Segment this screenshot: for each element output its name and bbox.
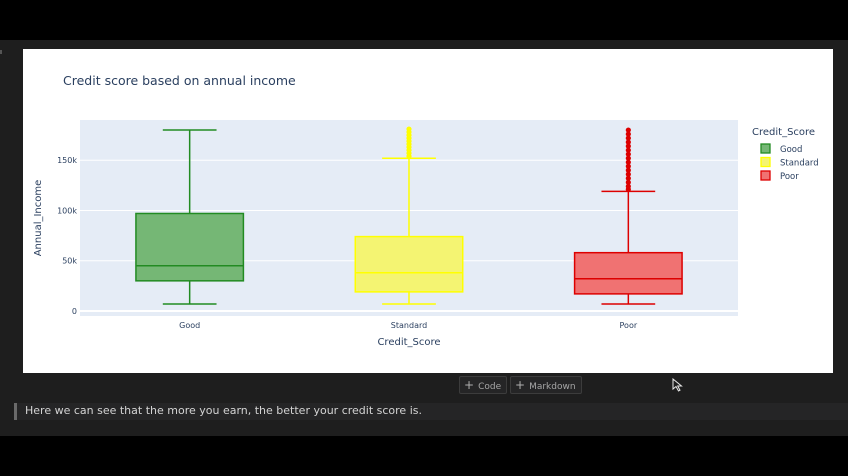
legend-title: Credit_Score (752, 127, 815, 138)
plus-icon: + (464, 378, 475, 392)
outlier-point (625, 167, 631, 173)
outlier-point (625, 139, 631, 145)
outlier-point (625, 159, 631, 165)
outlier-point (625, 151, 631, 157)
outlier-point (625, 147, 631, 153)
legend-swatch-good (760, 143, 771, 154)
add-code-button[interactable]: + Code (459, 376, 508, 394)
cell-gutter-mark (0, 50, 2, 54)
legend-label-standard: Standard (780, 159, 819, 169)
outlier-point (406, 126, 412, 132)
outlier-point (625, 175, 631, 181)
add-cell-toolbar: + Code + Markdown (0, 376, 848, 394)
add-code-label: Code (478, 382, 502, 392)
add-markdown-button[interactable]: + Markdown (510, 376, 582, 394)
x-tick-label: Standard (391, 321, 427, 330)
y-axis-title: Annual_Income (33, 180, 44, 257)
outlier-point (625, 131, 631, 137)
legend-label-poor: Poor (780, 172, 799, 182)
y-tick-label: 50k (62, 257, 77, 266)
legend-label-good: Good (780, 145, 802, 155)
x-tick-label: Poor (620, 321, 638, 330)
outlier-point (625, 155, 631, 161)
outlier-point (625, 127, 631, 133)
outlier-point (625, 163, 631, 169)
plot-output: 0 50k 100k 150k Good Standard Poor Credit scor… (23, 49, 833, 373)
markdown-text: Here we can see that the more you earn, … (25, 404, 422, 417)
x-axis-title: Credit_Score (377, 337, 440, 348)
mouse-cursor-icon (672, 378, 683, 392)
outlier-point (625, 171, 631, 177)
iqr-box (573, 251, 683, 295)
legend: Credit_Score Good Standard Poor (752, 127, 819, 182)
axis-tick-labels: 0 50k 100k 150k Good Standard Poor (57, 156, 638, 330)
outlier-point (625, 183, 631, 189)
box-standard (354, 126, 464, 305)
outlier-point (625, 179, 631, 185)
y-tick-label: 150k (57, 156, 77, 165)
legend-swatch-standard (760, 156, 771, 168)
add-markdown-label: Markdown (529, 382, 576, 392)
plus-icon: + (515, 378, 526, 392)
y-tick-label: 0 (72, 307, 77, 316)
chart-title: Credit score based on annual income (63, 73, 296, 88)
iqr-box (354, 235, 464, 293)
iqr-box (135, 212, 245, 282)
legend-swatch-poor (760, 170, 771, 181)
y-tick-label: 100k (57, 206, 77, 215)
outlier-point (625, 143, 631, 149)
x-tick-label: Good (179, 321, 200, 330)
box-plot: 0 50k 100k 150k Good Standard Poor Credit scor… (33, 73, 819, 348)
box-good (135, 129, 245, 305)
markdown-cell[interactable]: Here we can see that the more you earn, … (14, 403, 848, 420)
box-poor (573, 127, 683, 305)
boxes (135, 126, 683, 305)
cell-focus-bar (14, 403, 17, 420)
outlier-point (625, 135, 631, 141)
